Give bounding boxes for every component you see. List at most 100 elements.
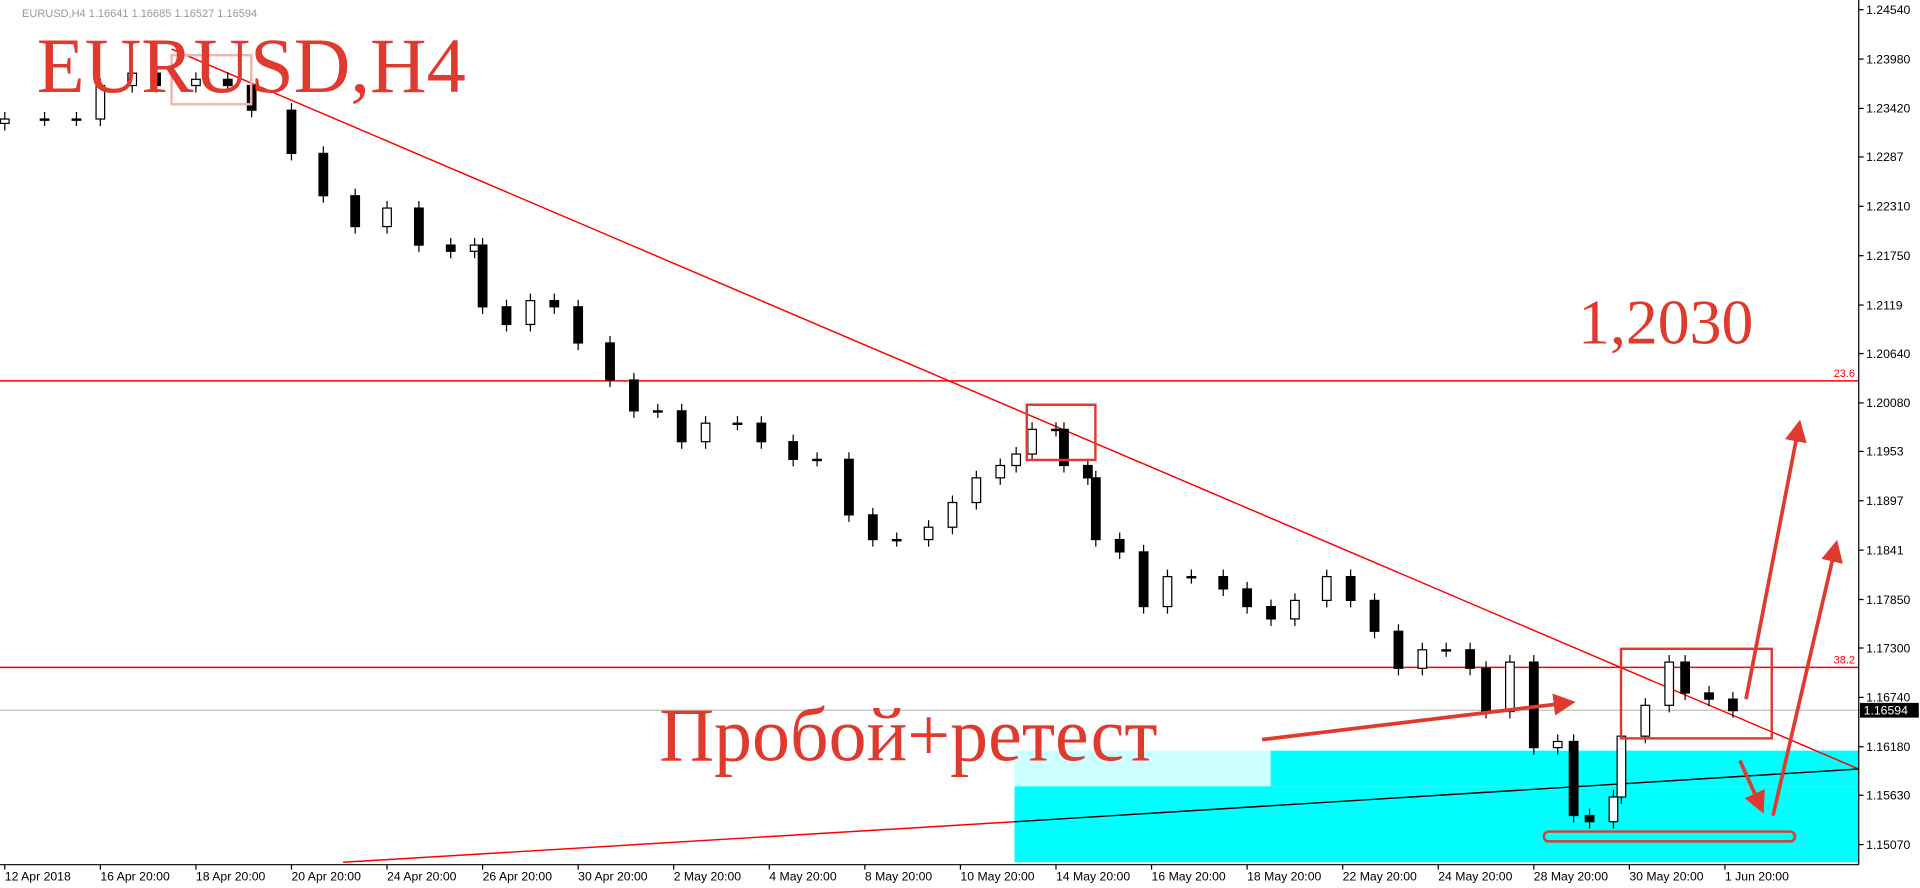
candle-body — [501, 306, 512, 326]
candle-body — [1465, 649, 1476, 669]
candle-body — [1664, 661, 1675, 706]
y-tick-label: 1.2119 — [1866, 298, 1903, 312]
y-tick-label: 1.21750 — [1866, 249, 1910, 263]
candle-body — [71, 118, 82, 121]
x-tick-label: 28 May 20:00 — [1534, 870, 1608, 884]
candle-body — [469, 244, 480, 252]
candle-body — [549, 300, 560, 308]
y-tick-label: 1.17850 — [1866, 593, 1910, 607]
candle-body — [1290, 599, 1300, 620]
candle-body — [0, 118, 10, 125]
arrow — [1261, 693, 1576, 742]
candle-body — [382, 207, 392, 228]
chart-title: EURUSD,H4 — [37, 22, 466, 109]
candle-body — [676, 410, 687, 443]
candle-body — [867, 514, 878, 541]
x-tick-label: 8 May 20:00 — [865, 870, 933, 884]
y-tick-label: 1.23980 — [1866, 52, 1910, 66]
level-label: 38.2 — [1834, 655, 1855, 667]
candle-body — [605, 342, 615, 381]
x-tick-label: 24 Apr 20:00 — [387, 870, 457, 884]
x-tick-label: 26 Apr 20:00 — [483, 870, 553, 884]
candle-body — [1114, 538, 1125, 553]
candle-body — [1393, 630, 1404, 669]
candle-body — [1218, 575, 1229, 590]
y-tick-label: 1.1953 — [1866, 445, 1904, 459]
candle-body — [1059, 428, 1069, 467]
x-tick-label: 30 Apr 20:00 — [578, 870, 648, 884]
candle-body — [413, 207, 424, 246]
x-tick-label: 16 May 20:00 — [1152, 870, 1226, 884]
arrow — [1744, 419, 1807, 700]
candle-body — [1186, 575, 1197, 579]
candle-body — [1728, 698, 1738, 712]
zone — [1014, 750, 1271, 787]
candle-body — [812, 458, 822, 462]
candle-body — [39, 118, 50, 121]
level-label: 23.6 — [1834, 368, 1855, 380]
candle-body — [1552, 740, 1563, 749]
candle-body — [1138, 551, 1149, 608]
arrow — [1738, 759, 1765, 814]
candle-body — [995, 464, 1006, 479]
highlight-box — [1619, 647, 1773, 740]
candle-body — [1584, 814, 1595, 823]
candle-body — [1090, 477, 1101, 541]
candle-body — [151, 72, 161, 87]
candle-body — [1441, 649, 1452, 652]
y-tick-label: 1.22310 — [1866, 200, 1910, 214]
y-tick-label: 1.24540 — [1866, 3, 1910, 17]
candle-body — [445, 244, 456, 252]
x-tick-label: 30 May 20:00 — [1629, 870, 1703, 884]
candle-body — [1481, 667, 1491, 713]
highlight-box — [170, 53, 253, 106]
candle-body — [1321, 575, 1332, 602]
candle-body — [1266, 605, 1276, 620]
candle-body — [1640, 704, 1651, 737]
x-tick-label: 18 Apr 20:00 — [196, 870, 266, 884]
candle-body — [1417, 649, 1428, 669]
price-box — [1859, 702, 1919, 718]
annotation: 1,2030 — [1578, 286, 1753, 357]
highlight-box — [1025, 403, 1097, 462]
candle-body — [1162, 575, 1173, 608]
trend-line — [171, 48, 1860, 770]
trend-line — [1014, 768, 1859, 823]
candle-body — [1505, 661, 1515, 713]
candle-body — [191, 78, 201, 87]
candle-body — [477, 244, 488, 308]
candle-body — [127, 72, 138, 87]
candle-body — [844, 458, 854, 516]
candle-body — [222, 78, 233, 87]
candle-body — [1616, 735, 1627, 798]
candle-body — [652, 410, 663, 413]
x-tick-label: 24 May 20:00 — [1438, 870, 1512, 884]
candle-body — [1082, 464, 1093, 479]
x-tick-label: 10 May 20:00 — [960, 870, 1034, 884]
candle-body — [1242, 588, 1253, 608]
price-label: 1.16594 — [1864, 704, 1908, 718]
candle-body — [1568, 740, 1579, 817]
x-tick-label: 20 Apr 20:00 — [291, 870, 361, 884]
y-tick-label: 1.15630 — [1866, 789, 1910, 803]
x-tick-label: 18 May 20:00 — [1247, 870, 1321, 884]
candle-body — [1011, 453, 1022, 467]
x-tick-label: 2 May 20:00 — [674, 870, 742, 884]
y-tick-label: 1.16180 — [1866, 740, 1910, 754]
candle-body — [318, 152, 329, 197]
arrow — [1771, 539, 1843, 817]
candle-body — [573, 306, 584, 344]
candle-body — [732, 422, 743, 426]
y-tick-label: 1.20080 — [1866, 396, 1910, 410]
y-tick-label: 1.20640 — [1866, 347, 1910, 361]
candle-body — [629, 379, 639, 412]
candle-body — [923, 526, 934, 541]
x-tick-label: 16 Apr 20:00 — [100, 870, 170, 884]
candle-body — [1680, 661, 1691, 694]
candle-body — [1704, 692, 1714, 700]
candle-body — [1369, 599, 1380, 632]
candle-body — [756, 422, 767, 443]
